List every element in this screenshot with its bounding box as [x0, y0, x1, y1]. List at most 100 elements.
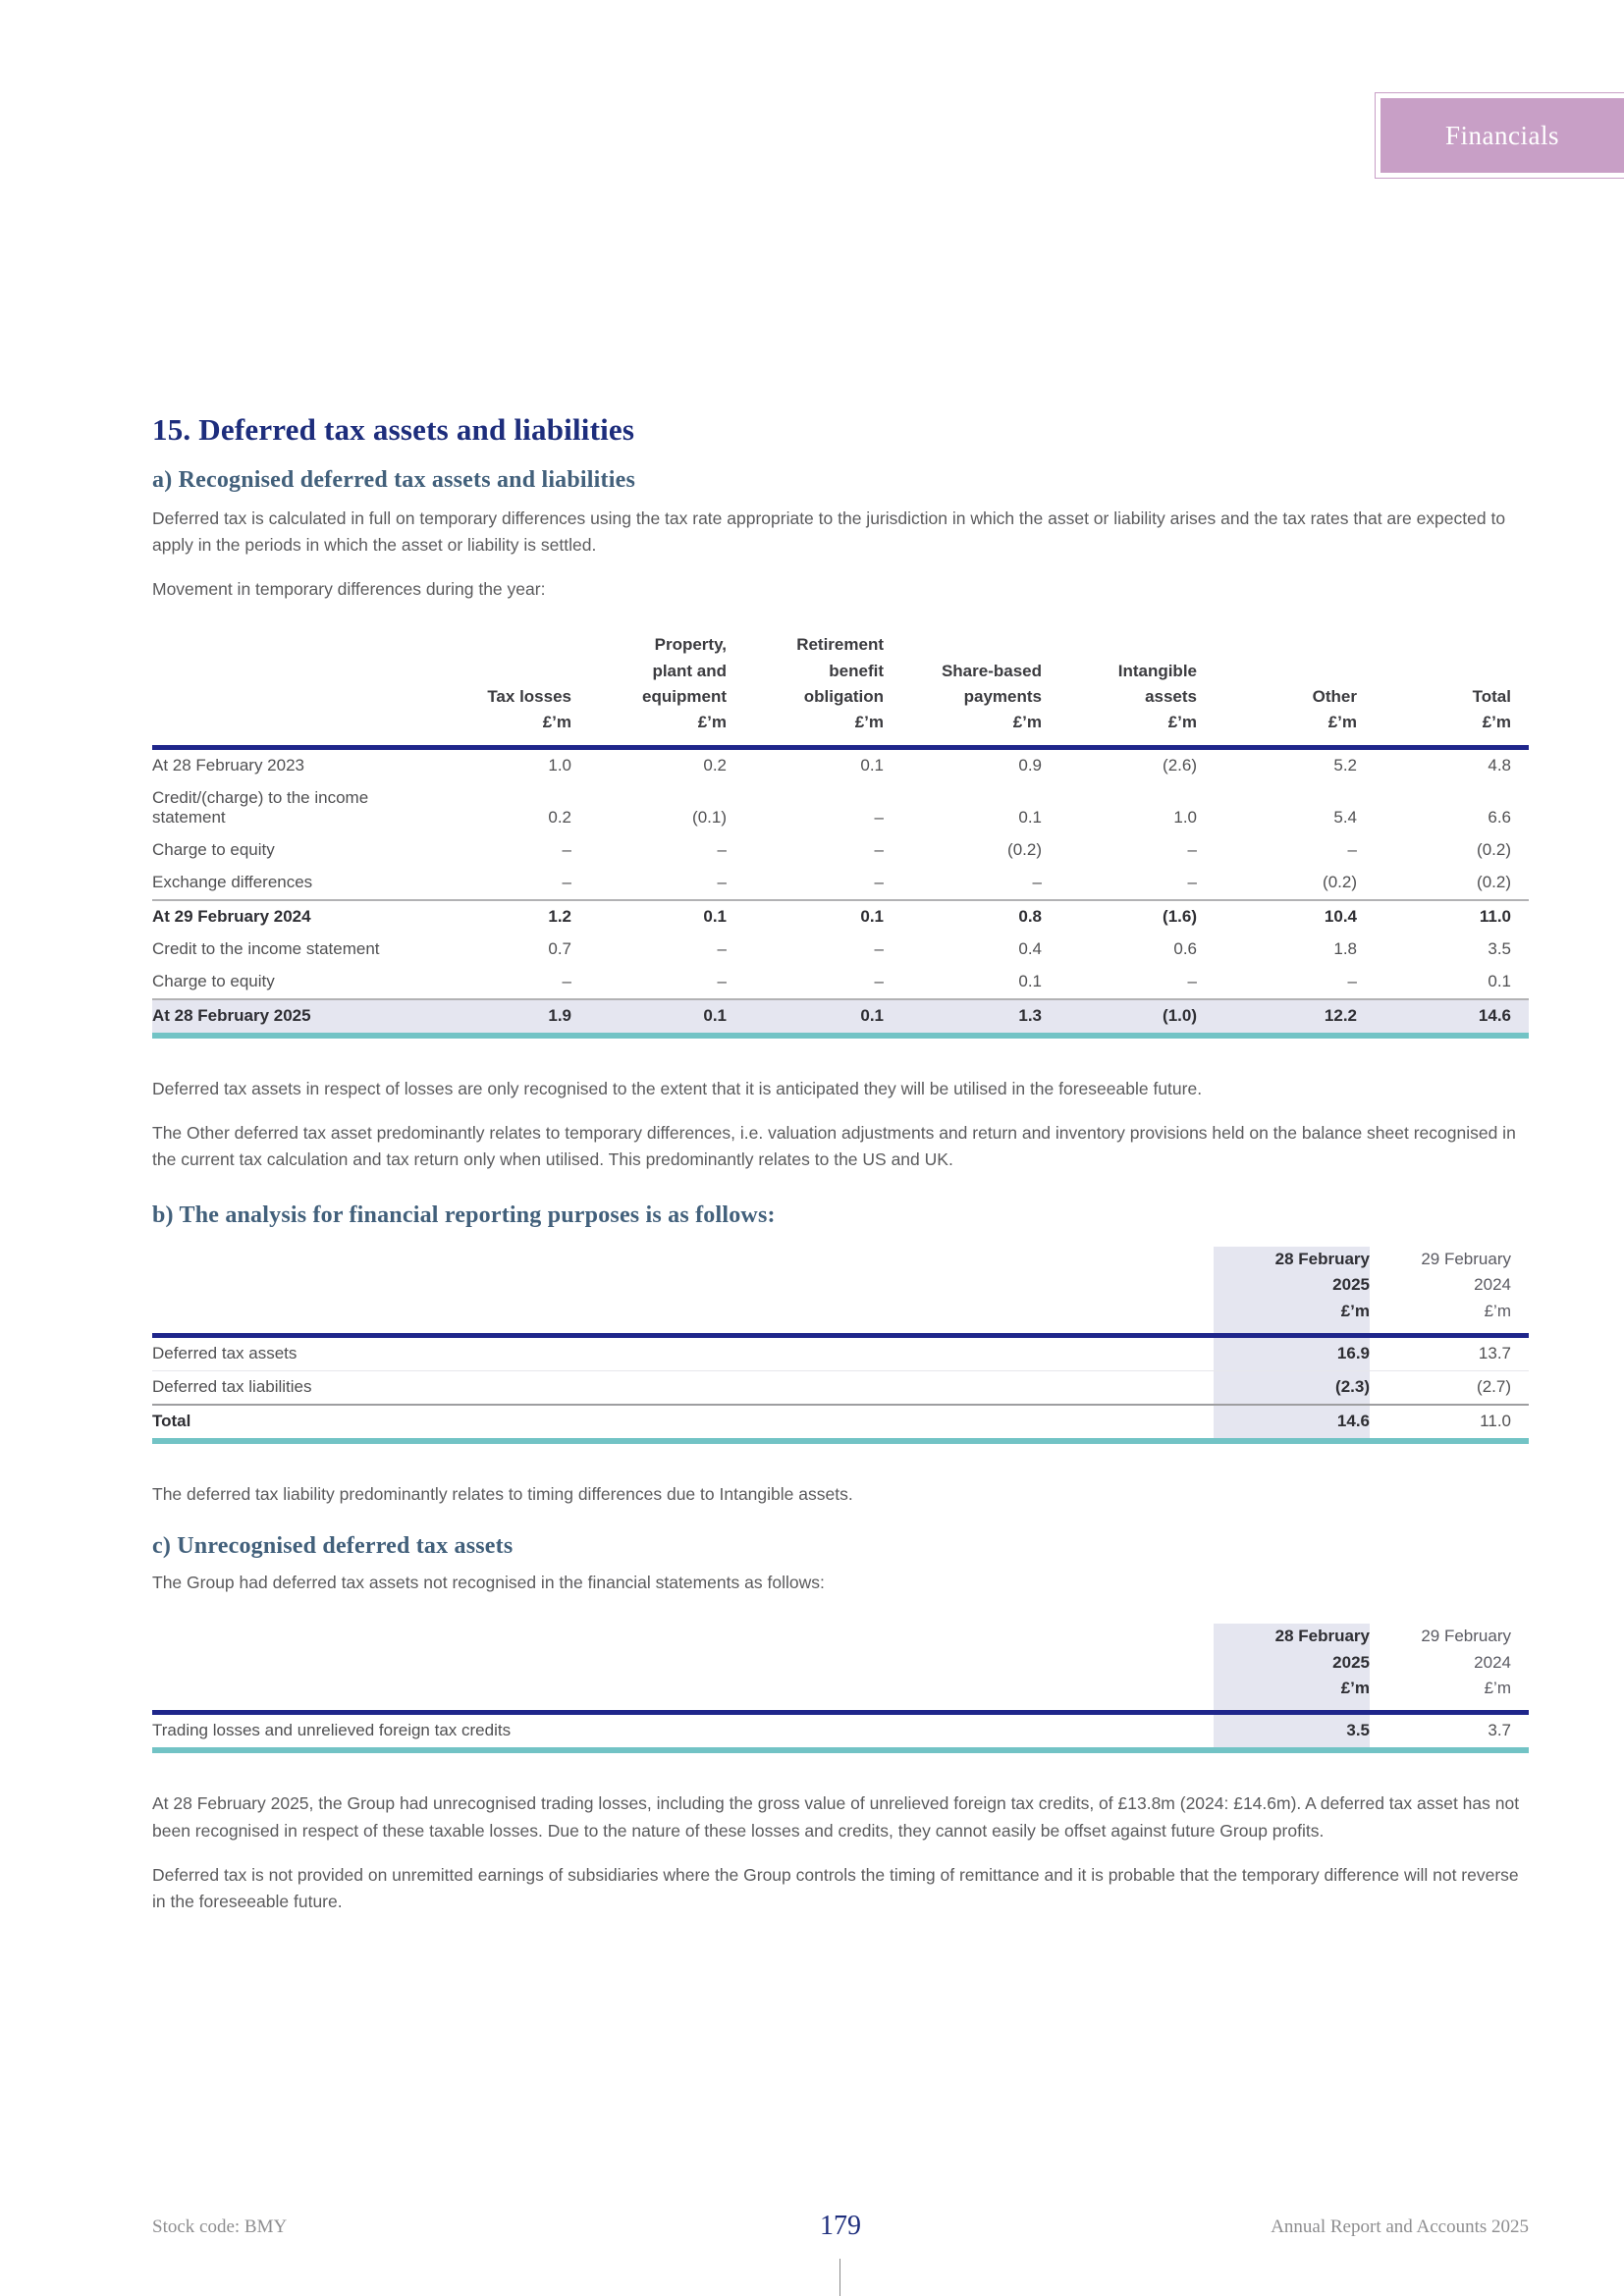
cell-value: 14.6: [1214, 1405, 1370, 1442]
row-label: Total: [152, 1412, 191, 1431]
table-row: Trading losses and unrelieved foreign ta…: [152, 1712, 1529, 1751]
table-row: Deferred tax assets 16.9 13.7: [152, 1335, 1529, 1371]
column-header: Tax losses £’m: [487, 687, 571, 732]
cell-value: 0.1: [860, 906, 884, 926]
cell-value: 0.4: [1018, 938, 1042, 958]
column-header: 28 February 2025 £’m: [1214, 1624, 1370, 1713]
column-header: Other £’m: [1312, 687, 1357, 732]
table-row: At 29 February 2024 1.2 0.1 0.1 0.8 (1.6) 10.4…: [152, 899, 1529, 934]
cell-value: –: [1347, 971, 1357, 990]
row-label: At 28 February 2025: [152, 1005, 311, 1025]
cell-value: –: [874, 839, 884, 859]
cell-value: 11.0: [1480, 1412, 1511, 1431]
cell-value: –: [874, 807, 884, 827]
cell-value: (2.7): [1477, 1377, 1511, 1397]
cell-value: –: [1187, 872, 1197, 891]
column-header: Retirement benefit obligation £’m: [796, 635, 884, 732]
row-label: Trading losses and unrelieved foreign ta…: [152, 1721, 512, 1740]
cell-value: (2.6): [1163, 755, 1197, 774]
cell-value: 1.8: [1333, 938, 1357, 958]
subsection-c-heading: c) Unrecognised deferred tax assets: [152, 1533, 514, 1560]
financials-tab-fill: Financials: [1380, 98, 1624, 173]
cell-value: (2.3): [1214, 1370, 1370, 1406]
cell-value: 0.1: [860, 755, 884, 774]
column-header: Intangible assets £’m: [1117, 661, 1197, 732]
column-header: Total £’m: [1472, 687, 1511, 732]
cell-value: 1.0: [548, 755, 571, 774]
table-row: Charge to equity – – – 0.1 – – 0.1: [152, 966, 1529, 999]
cell-value: 6.6: [1488, 807, 1511, 827]
row-label: Deferred tax assets: [152, 1344, 298, 1363]
table-row: At 28 February 2023 1.0 0.2 0.1 0.9 (2.6) 5.2 4…: [152, 747, 1529, 782]
cell-value: 0.9: [1018, 755, 1042, 774]
row-label: Credit to the income statement: [152, 938, 380, 958]
cell-value: 0.1: [1018, 807, 1042, 827]
cell-value: 1.2: [548, 906, 571, 926]
footer-page-number: 179: [820, 2211, 861, 2241]
analysis-table: 28 February 2025 £’m 29 February 2024 £’m…: [152, 1247, 1529, 1444]
paragraph: The Group had deferred tax assets not re…: [152, 1573, 825, 1593]
table-row: At 28 February 2025 1.9 0.1 0.1 1.3 (1.0) 12.2…: [152, 998, 1529, 1036]
cell-value: 3.5: [1488, 938, 1511, 958]
cell-value: –: [1347, 839, 1357, 859]
cell-value: 0.1: [1488, 971, 1511, 990]
cell-value: –: [1187, 839, 1197, 859]
cell-value: 14.6: [1478, 1005, 1511, 1025]
cell-value: 1.0: [1173, 807, 1197, 827]
cell-value: –: [717, 971, 727, 990]
cell-value: –: [562, 839, 571, 859]
paragraph: The deferred tax liability predominantly…: [152, 1484, 853, 1505]
cell-value: –: [874, 872, 884, 891]
financials-section-tab: Financials: [1375, 92, 1624, 179]
cell-value: (1.6): [1163, 906, 1197, 926]
cell-value: 0.7: [548, 938, 571, 958]
row-label: Exchange differences: [152, 872, 313, 891]
paragraph: Deferred tax is not provided on unremitt…: [152, 1864, 1519, 1911]
cell-value: 3.7: [1488, 1721, 1511, 1740]
row-label: Deferred tax liabilities: [152, 1377, 312, 1397]
cell-value: (0.2): [1323, 872, 1357, 891]
row-label: Charge to equity: [152, 839, 275, 859]
unrecognised-table: 28 February 2025 £’m 29 February 2024 £’m…: [152, 1624, 1529, 1753]
row-label: At 29 February 2024: [152, 906, 311, 926]
subsection-a-heading: a) Recognised deferred tax assets and li…: [152, 467, 635, 493]
cell-value: –: [1032, 872, 1042, 891]
row-label: Charge to equity: [152, 971, 275, 990]
column-header: 29 February 2024 £’m: [1421, 1627, 1511, 1698]
page-content: 15. Deferred tax assets and liabilities …: [152, 412, 1529, 1933]
paragraph: Movement in temporary differences during…: [152, 579, 546, 600]
paragraph: At 28 February 2025, the Group had unrec…: [152, 1793, 1520, 1841]
cell-value: 16.9: [1214, 1335, 1370, 1371]
column-header: Property, plant and equipment £’m: [642, 635, 727, 732]
table-row: Charge to equity – – – (0.2) – – (0.2): [152, 834, 1529, 867]
paragraph: Deferred tax is calculated in full on te…: [152, 508, 1506, 556]
row-label: At 28 February 2023: [152, 755, 304, 774]
financials-tab-label: Financials: [1445, 120, 1559, 150]
cell-value: 10.4: [1324, 906, 1357, 926]
cell-value: 12.2: [1324, 1005, 1357, 1025]
cell-value: 0.1: [703, 1005, 727, 1025]
cell-value: (0.2): [1477, 872, 1511, 891]
cell-value: –: [874, 971, 884, 990]
column-header: 29 February 2024 £’m: [1421, 1250, 1511, 1320]
row-label: Credit/(charge) to the income statement: [152, 787, 369, 827]
fold-mark: [839, 2259, 840, 2296]
cell-value: 13.7: [1478, 1344, 1511, 1363]
cell-value: –: [562, 971, 571, 990]
cell-value: 0.1: [703, 906, 727, 926]
cell-value: (0.1): [692, 807, 727, 827]
column-header-spacer: [152, 1624, 1214, 1713]
column-header-spacer: [152, 632, 417, 747]
cell-value: –: [717, 872, 727, 891]
paragraph: The Other deferred tax asset predominant…: [152, 1122, 1516, 1169]
table-row: Exchange differences – – – – – (0.2) (0.2): [152, 867, 1529, 900]
cell-value: 11.0: [1479, 906, 1511, 926]
cell-value: 4.8: [1488, 755, 1511, 774]
cell-value: –: [1187, 971, 1197, 990]
table-row: Deferred tax liabilities (2.3) (2.7): [152, 1370, 1529, 1406]
cell-value: 1.9: [548, 1005, 571, 1025]
cell-value: (1.0): [1163, 1005, 1197, 1025]
table-row: Credit/(charge) to the income statement 0…: [152, 782, 1529, 834]
cell-value: –: [717, 938, 727, 958]
